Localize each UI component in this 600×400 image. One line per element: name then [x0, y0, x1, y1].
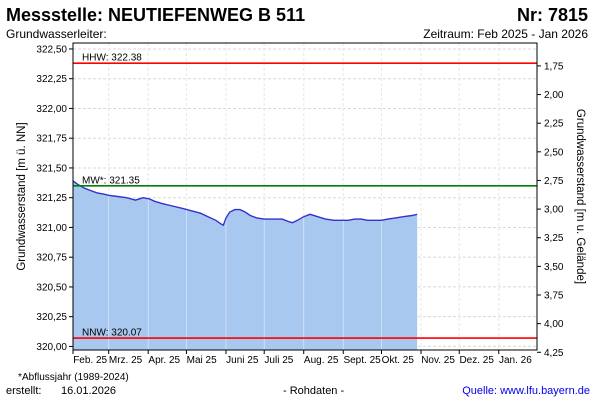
y2-tick-label: 4,00 [544, 319, 564, 330]
period-label: Zeitraum: Feb 2025 - Jan 2026 [423, 27, 588, 41]
y2-tick-label: 2,75 [544, 176, 564, 187]
y-tick-label: 322,25 [36, 74, 67, 85]
y2-tick-label: 3,75 [544, 291, 564, 302]
y-tick-label: 322,50 [36, 44, 67, 55]
reference-label-nnw: NNW: 320.07 [82, 328, 142, 339]
x-tick-label: Feb. 25 [73, 355, 107, 366]
y2-tick-label: 2,25 [544, 119, 564, 130]
raw-data-note: - Rohdaten - [283, 385, 345, 397]
y-tick-label: 321,00 [36, 223, 67, 234]
x-tick-label: Okt. 25 [382, 355, 415, 366]
y-tick-label: 321,75 [36, 134, 67, 145]
y-tick-label: 320,00 [36, 342, 67, 353]
page-title: Messstelle: NEUTIEFENWEG B 511 [6, 5, 306, 25]
x-tick-label: Nov. 25 [421, 355, 455, 366]
y-tick-label: 320,75 [36, 253, 67, 264]
x-tick-label: Sept. 25 [343, 355, 381, 366]
y2-tick-label: 4,25 [544, 348, 564, 359]
x-tick-label: Juni 25 [226, 355, 259, 366]
y-tick-label: 321,25 [36, 193, 67, 204]
y-tick-label: 322,00 [36, 104, 67, 115]
x-tick-label: Dez. 25 [459, 355, 494, 366]
x-tick-label: Jan. 26 [499, 355, 532, 366]
x-tick-label: Apr. 25 [148, 355, 180, 366]
plot-frame [72, 42, 538, 351]
reference-label-hhw: HHW: 322.38 [82, 53, 142, 64]
x-tick-label: Juli 25 [264, 355, 293, 366]
x-tick-label: Aug. 25 [304, 355, 339, 366]
y-axis-title: Grundwasserstand [m ü. NN] [16, 122, 28, 270]
y-tick-label: 320,50 [36, 282, 67, 293]
groundwater-line [72, 180, 418, 227]
y2-tick-label: 2,00 [544, 90, 564, 101]
station-number: Nr: 7815 [516, 5, 588, 25]
created-date: 16.01.2026 [61, 385, 117, 397]
created-label: erstellt: [6, 385, 42, 397]
y-tick-label: 320,25 [36, 312, 67, 323]
y-tick-label: 321,50 [36, 163, 67, 174]
y2-axis-title: Grundwasserstand [m u. Gelände] [574, 109, 586, 284]
x-tick-label: Mai 25 [187, 355, 217, 366]
footnote-star: * [18, 372, 22, 383]
y2-tick-label: 1,75 [544, 61, 564, 72]
aquifer-label: Grundwasserleiter: [6, 27, 107, 41]
y2-tick-label: 3,50 [544, 262, 564, 273]
y2-tick-label: 3,25 [544, 233, 564, 244]
y2-tick-label: 2,50 [544, 147, 564, 158]
x-tick-label: Mrz. 25 [109, 355, 143, 366]
footnote: Abflussjahr (1989-2024) [22, 372, 129, 383]
y2-tick-label: 3,00 [544, 205, 564, 216]
source-link[interactable]: Quelle: www.lfu.bayern.de [462, 385, 590, 397]
reference-label-mw: MW*: 321.35 [82, 175, 140, 186]
groundwater-area [73, 181, 418, 350]
